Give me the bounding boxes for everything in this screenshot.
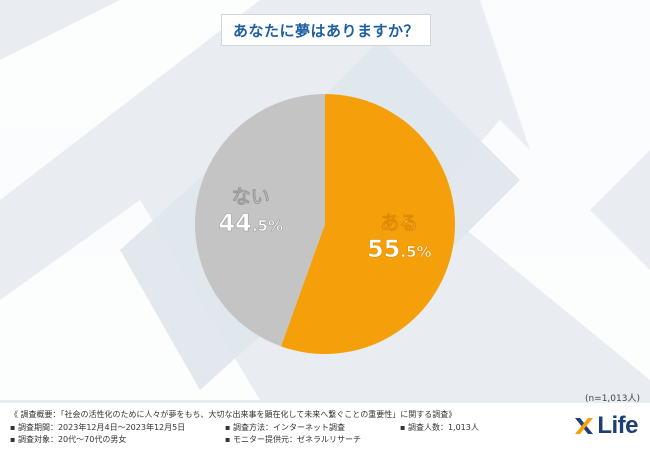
pie-slice-2 — [195, 94, 325, 347]
pie-slice-1 — [280, 94, 455, 354]
survey-period: ▪ 調査期間：2023年12月4日〜2023年12月5日 — [10, 423, 186, 432]
chart-title: あなたに夢はありますか？ — [221, 14, 431, 46]
sample-size-note: (n=1,013人) — [584, 394, 640, 404]
survey-provider: ▪ モニター提供元：ゼネラルリサーチ — [225, 435, 361, 444]
survey-count: ▪ 調査人数：1,013人 — [400, 423, 479, 432]
pie-value-2: 44.5% — [218, 209, 283, 237]
x-mark-icon — [575, 418, 594, 434]
pie-label-2: ない — [232, 186, 270, 208]
survey-overview: 《 調査概要：「社会の活性化のために人々が夢をもち、大切な出来事を顕在化して未来… — [10, 410, 457, 419]
survey-target: ▪ 調査対象：20代〜70代の男女 — [10, 435, 127, 444]
pie-value-1: 55.5% — [367, 235, 432, 263]
pie-label-1: ある — [380, 212, 418, 234]
xlife-logo: Life — [573, 412, 638, 440]
footer — [0, 403, 650, 450]
survey-method: ▪ 調査方法：インターネット調査 — [225, 423, 345, 432]
logo-text: Life — [597, 412, 638, 439]
